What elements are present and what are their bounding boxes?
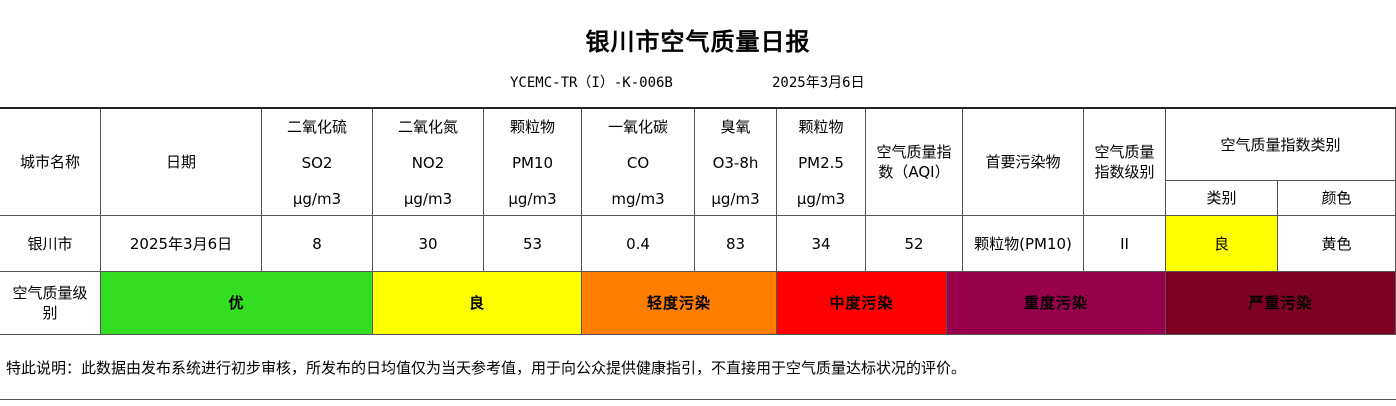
cell-category: 良 — [1166, 216, 1278, 272]
header-pm25-code: PM2.5 — [798, 154, 844, 172]
header-pm10: 颗粒物 PM10 μg/m3 — [484, 109, 582, 216]
header-no2: 二氧化氮 NO2 μg/m3 — [373, 109, 484, 216]
header-no2-name: 二氧化氮 — [397, 118, 458, 136]
report-date: 2025年3月6日 — [772, 75, 865, 91]
cell-so2: 8 — [262, 216, 373, 272]
header-co-unit: mg/m3 — [611, 190, 665, 208]
header-o3: 臭氧 O3-8h μg/m3 — [695, 109, 777, 216]
scale-level-good: 良 — [373, 272, 582, 335]
report-title: 银川市空气质量日报 — [585, 28, 811, 56]
header-date: 日期 — [101, 109, 262, 216]
header-so2-unit: μg/m3 — [292, 190, 342, 208]
header-so2: 二氧化硫 SO2 μg/m3 — [262, 109, 373, 216]
cell-primary-pollutant: 颗粒物(PM10) — [963, 216, 1084, 272]
scale-level-light: 轻度污染 — [582, 272, 777, 335]
cell-color: 黄色 — [1278, 216, 1396, 272]
header-category-group: 空气质量指数类别 — [1166, 109, 1396, 181]
header-pm25: 颗粒物 PM2.5 μg/m3 — [777, 109, 866, 216]
header-category: 类别 — [1166, 181, 1278, 216]
cell-date: 2025年3月6日 — [101, 216, 262, 272]
cell-o3: 83 — [695, 216, 777, 272]
cell-aqi: 52 — [866, 216, 963, 272]
scale-level-severe: 严重污染 — [1166, 272, 1396, 335]
document-code: YCEMC-TR（I）-K-006B — [510, 75, 673, 91]
cell-aqi-level: II — [1084, 216, 1166, 272]
cell-no2: 30 — [373, 216, 484, 272]
cell-city: 银川市 — [0, 216, 101, 272]
header-pm25-name: 颗粒物 — [798, 118, 844, 136]
table-top-border — [0, 107, 1396, 109]
header-co-name: 一氧化碳 — [607, 118, 668, 136]
header-o3-name: 臭氧 — [720, 118, 751, 136]
header-co-code: CO — [626, 154, 650, 172]
scale-level-moderate: 中度污染 — [777, 272, 947, 335]
scale-level-heavy: 重度污染 — [947, 272, 1166, 335]
header-primary-pollutant: 首要污染物 — [963, 109, 1084, 216]
header-pm10-code: PM10 — [511, 154, 554, 172]
cell-co: 0.4 — [582, 216, 695, 272]
header-pm25-unit: μg/m3 — [796, 190, 846, 208]
scale-level-excellent: 优 — [101, 272, 373, 335]
disclaimer-note: 特此说明：此数据由发布系统进行初步审核，所发布的日均值仅为当天参考值，用于向公众… — [6, 359, 967, 377]
header-aqi: 空气质量指数（AQI） — [866, 109, 963, 216]
cell-pm10: 53 — [484, 216, 582, 272]
header-o3-unit: μg/m3 — [711, 190, 760, 208]
header-co: 一氧化碳 CO mg/m3 — [582, 109, 695, 216]
header-aqi-level: 空气质量指数级别 — [1084, 109, 1166, 216]
scale-label: 空气质量级别 — [0, 272, 101, 335]
header-pm10-unit: μg/m3 — [508, 190, 557, 208]
header-no2-code: NO2 — [411, 154, 445, 172]
header-o3-code: O3-8h — [712, 154, 759, 172]
header-city: 城市名称 — [0, 109, 101, 216]
cell-pm25: 34 — [777, 216, 866, 272]
header-so2-code: SO2 — [301, 154, 333, 172]
header-so2-name: 二氧化硫 — [286, 118, 347, 136]
header-no2-unit: μg/m3 — [403, 190, 453, 208]
table-bottom-border — [0, 399, 1396, 400]
header-pm10-name: 颗粒物 — [509, 118, 555, 136]
header-color: 颜色 — [1278, 181, 1396, 216]
